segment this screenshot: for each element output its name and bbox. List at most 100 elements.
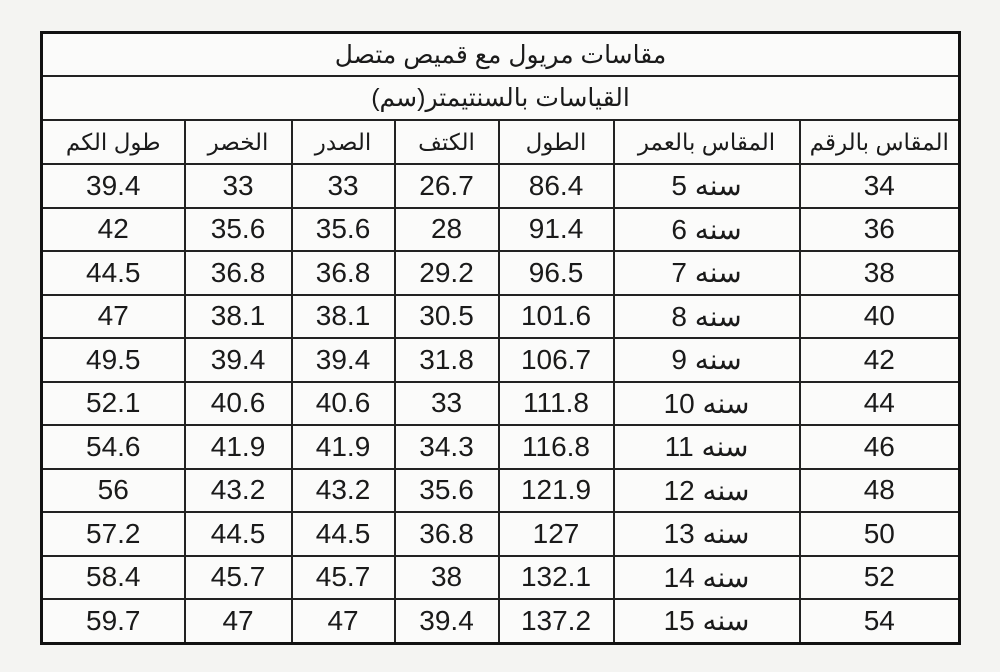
table-row: 46 سنه 11 116.8 34.3 41.9 41.9 54.6 (40, 424, 961, 470)
table-cell: 86.4 (497, 163, 615, 209)
column-header: طول الكم (40, 119, 186, 165)
table-cell: 36.8 (393, 511, 500, 557)
table-row: 42 سنه 9 106.7 31.8 39.4 39.4 49.5 (40, 337, 961, 383)
table-cell: 39.4 (40, 163, 186, 209)
table-cell: 121.9 (497, 467, 615, 513)
table-cell: سنه 14 (612, 554, 801, 600)
table-cell: 30.5 (393, 293, 500, 339)
table-cell: 56 (40, 467, 186, 513)
table-cell: 28 (393, 206, 500, 252)
table-row: 48 سنه 12 121.9 35.6 43.2 43.2 56 (40, 467, 961, 513)
table-cell: 43.2 (183, 467, 293, 513)
column-header: الخصر (183, 119, 293, 165)
table-cell: 39.4 (290, 337, 396, 383)
table-cell: 54 (798, 598, 961, 644)
table-cell: 35.6 (393, 467, 500, 513)
table-cell: 36.8 (183, 250, 293, 296)
table-cell: 33 (393, 380, 500, 426)
table-cell: 40.6 (290, 380, 396, 426)
header-row: المقاس بالرقم المقاس بالعمر الطول الكتف الصد… (40, 119, 961, 165)
table-cell: 132.1 (497, 554, 615, 600)
table-row: 54 سنه 15 137.2 39.4 47 47 59.7 (40, 598, 961, 644)
table-cell: سنه 11 (612, 424, 801, 470)
table-cell: 58.4 (40, 554, 186, 600)
table-cell: 34 (798, 163, 961, 209)
table-cell: 96.5 (497, 250, 615, 296)
table-cell: سنه 6 (612, 206, 801, 252)
table-cell: 49.5 (40, 337, 186, 383)
column-header: الطول (497, 119, 615, 165)
table-subtitle: القياسات بالسنتيمتر(سم) (40, 75, 961, 121)
table-title: مقاسات مريول مع قميص متصل (40, 31, 961, 77)
table-cell: 39.4 (183, 337, 293, 383)
table-cell: 44.5 (40, 250, 186, 296)
table-cell: 35.6 (183, 206, 293, 252)
table-cell: سنه 5 (612, 163, 801, 209)
table-row: 44 سنه 10 111.8 33 40.6 40.6 52.1 (40, 380, 961, 426)
table-cell: 40.6 (183, 380, 293, 426)
table-cell: 40 (798, 293, 961, 339)
table-cell: 111.8 (497, 380, 615, 426)
table-cell: 35.6 (290, 206, 396, 252)
column-header: الكتف (393, 119, 500, 165)
table-cell: 45.7 (183, 554, 293, 600)
table-cell: 38 (393, 554, 500, 600)
table-cell: 52.1 (40, 380, 186, 426)
table-cell: 48 (798, 467, 961, 513)
table-cell: سنه 15 (612, 598, 801, 644)
table-cell: 31.8 (393, 337, 500, 383)
table-cell: 41.9 (290, 424, 396, 470)
table-cell: 106.7 (497, 337, 615, 383)
table-cell: 41.9 (183, 424, 293, 470)
table-cell: 57.2 (40, 511, 186, 557)
table-cell: 116.8 (497, 424, 615, 470)
table-cell: 44.5 (183, 511, 293, 557)
table-cell: 50 (798, 511, 961, 557)
table-cell: 47 (40, 293, 186, 339)
table-cell: 45.7 (290, 554, 396, 600)
table-cell: سنه 8 (612, 293, 801, 339)
table-row: 38 سنه 7 96.5 29.2 36.8 36.8 44.5 (40, 250, 961, 296)
size-chart: مقاسات مريول مع قميص متصل القياسات بالسن… (40, 31, 962, 645)
column-header: الصدر (290, 119, 396, 165)
table-cell: 127 (497, 511, 615, 557)
table-cell: 34.3 (393, 424, 500, 470)
table-row: 36 سنه 6 91.4 28 35.6 35.6 42 (40, 206, 961, 252)
table-cell: 38.1 (290, 293, 396, 339)
table-cell: 137.2 (497, 598, 615, 644)
table-cell: 38 (798, 250, 961, 296)
table-row: 34 سنه 5 86.4 26.7 33 33 39.4 (40, 163, 961, 209)
table-cell: 54.6 (40, 424, 186, 470)
table-cell: 29.2 (393, 250, 500, 296)
table-cell: 44 (798, 380, 961, 426)
table-row: 50 سنه 13 127 36.8 44.5 44.5 57.2 (40, 511, 961, 557)
table-cell: سنه 12 (612, 467, 801, 513)
table-cell: 43.2 (290, 467, 396, 513)
table-cell: 101.6 (497, 293, 615, 339)
table-cell: 38.1 (183, 293, 293, 339)
column-header: المقاس بالعمر (612, 119, 801, 165)
table-cell: 52 (798, 554, 961, 600)
size-table: مقاسات مريول مع قميص متصل القياسات بالسن… (40, 31, 962, 645)
table-cell: 59.7 (40, 598, 186, 644)
table-cell: 47 (290, 598, 396, 644)
table-cell: 39.4 (393, 598, 500, 644)
table-row: 40 سنه 8 101.6 30.5 38.1 38.1 47 (40, 293, 961, 339)
table-cell: سنه 10 (612, 380, 801, 426)
table-cell: 42 (40, 206, 186, 252)
table-row: 52 سنه 14 132.1 38 45.7 45.7 58.4 (40, 554, 961, 600)
table-cell: 44.5 (290, 511, 396, 557)
table-cell: 36.8 (290, 250, 396, 296)
table-cell: 36 (798, 206, 961, 252)
table-cell: 26.7 (393, 163, 500, 209)
table-cell: 91.4 (497, 206, 615, 252)
table-cell: سنه 7 (612, 250, 801, 296)
table-cell: 33 (183, 163, 293, 209)
table-cell: سنه 13 (612, 511, 801, 557)
table-cell: 47 (183, 598, 293, 644)
table-cell: 46 (798, 424, 961, 470)
column-header: المقاس بالرقم (798, 119, 961, 165)
table-cell: 42 (798, 337, 961, 383)
table-cell: 33 (290, 163, 396, 209)
table-cell: سنه 9 (612, 337, 801, 383)
